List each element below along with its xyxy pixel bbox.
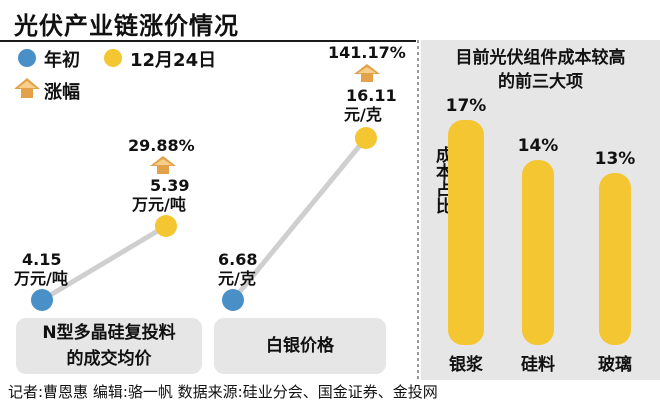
silver-price-line [230,135,369,303]
silver-start-value: 6.68 [218,250,258,269]
bar-glass [599,173,631,345]
cost-axis-label: 成本占比 [432,146,452,214]
poly-caption-line1: N型多晶硅复投料 [42,323,176,343]
price-lines [31,127,377,311]
poly-end-unit: 万元/吨 [132,195,186,214]
poly-rise-arrow-icon [150,156,176,174]
poly-start-point [31,289,53,311]
silver-change-value: 141.17% [328,43,406,62]
silver-end-value: 16.11 [346,86,397,105]
silver-start-unit: 元/克 [218,269,256,288]
poly-caption: N型多晶硅复投料 的成交均价 [16,318,202,374]
cost-panel-title-line1: 目前光伏组件成本较高 [455,48,626,68]
poly-price-line [39,223,169,303]
poly-caption-line2: 的成交均价 [66,349,152,369]
legend-end-label: 12月24日 [130,50,217,71]
poly-end-value: 5.39 [150,176,190,195]
silver-rise-arrow-icon [354,64,380,82]
legend-start-dot [18,49,36,67]
bar-silicon-value: 14% [517,136,559,156]
legend-rise-arrow-icon [14,78,40,98]
cost-panel-title-line2: 的前三大项 [498,72,583,92]
bar-glass-value: 13% [594,149,636,169]
silver-caption: 白银价格 [214,318,386,374]
bar-silver-paste-label: 银浆 [449,355,483,375]
page-title: 光伏产业链涨价情况 [14,12,239,40]
title-underline [0,40,416,42]
panel-divider [417,40,419,380]
silver-start-point [222,289,244,311]
footer-credits: 记者:曹恩惠 编辑:骆一帆 数据来源:硅业分会、国金证券、金投网 [8,383,438,401]
bar-silver-paste [448,120,484,345]
legend-rise-label: 涨幅 [44,82,80,103]
poly-end-point [155,215,177,237]
bar-silicon [522,160,554,345]
bar-silicon-label: 硅料 [521,355,555,375]
legend-start-label: 年初 [44,50,80,71]
poly-start-value: 4.15 [22,250,62,269]
bar-silver-paste-value: 17% [445,96,487,116]
bar-glass-label: 玻璃 [598,355,632,375]
silver-end-point [355,127,377,149]
poly-change-value: 29.88% [128,136,195,155]
cost-panel-title: 目前光伏组件成本较高 的前三大项 [421,46,660,94]
legend-end-dot [104,49,122,67]
poly-start-unit: 万元/吨 [14,269,68,288]
silver-end-unit: 元/克 [344,105,382,124]
